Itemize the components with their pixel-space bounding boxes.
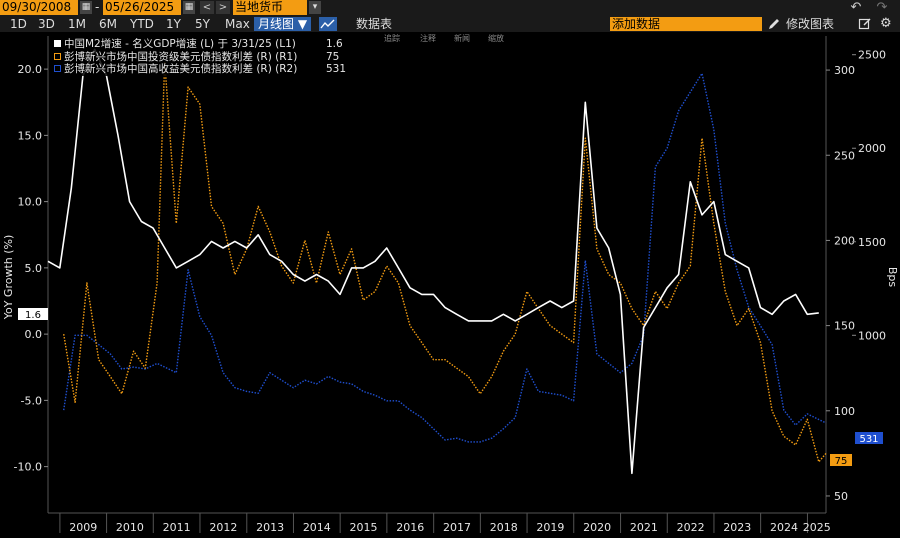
x-tick-label: 2014 [303,521,331,534]
series-line-ig-spread [63,60,827,463]
range-toolbar: 1D 3D 1M 6M YTD 1Y 5Y Max 月线图 ▼ 数据表 添加数据… [0,16,900,32]
x-tick-label: 2023 [723,521,751,534]
add-data-input[interactable]: 添加数据 [610,17,762,31]
left-tick-label: 20.0 [18,63,43,76]
redo-icon[interactable]: ↷ [876,0,888,15]
left-tick-label: 10.0 [18,196,43,209]
x-tick-label: 2010 [116,521,144,534]
left-axis-title: YoY Growth (%) [2,235,15,321]
x-tick-label: 2021 [630,521,658,534]
right-y-axis-r2: 2500 2000 1500 1000 [852,49,886,342]
left-tick-label: 5.0 [25,262,43,275]
range-button-1m[interactable]: 1M [68,17,86,31]
marker-ig: 75 [830,454,852,467]
data-table-button[interactable]: 数据表 [356,17,393,31]
r2-tick-label: 1000 [858,329,886,342]
range-button-ytd[interactable]: YTD [130,17,154,31]
news-tool[interactable]: 新闻 [454,33,470,43]
legend-value-m2: 1.6 [326,38,343,50]
edit-icon[interactable] [858,17,872,31]
x-tick-label: 2017 [443,521,471,534]
chevron-left-icon[interactable]: < [200,1,214,14]
x-tick-label: 2020 [583,521,611,534]
range-button-6m[interactable]: 6M [99,17,117,31]
x-tick-label: 2012 [209,521,237,534]
annotation-tools: 追踪 注释 新闻 缩放 [384,33,504,43]
right-y-axis-r1: 300 250 200 150 100 50 [826,64,855,503]
calendar-icon[interactable]: ▦ [80,1,92,14]
left-tick-label: -10.0 [14,461,42,474]
x-tick-label: 2015 [350,521,378,534]
r1-tick-label: 50 [834,490,848,503]
pencil-icon[interactable] [767,17,781,31]
marker-ig-value: 75 [835,456,848,467]
edit-chart-button[interactable]: 修改图表 [786,17,835,31]
range-button-max[interactable]: Max [225,17,250,31]
calendar-icon[interactable]: ▦ [183,1,195,14]
top-toolbar: 09/30/2008 ▦ - 05/26/2025 ▦ < > 当地货币 ▾ ↶… [0,0,900,16]
legend-label-ig: 彭博新兴市场中国投资级美元债指数利差 (R) (R1) [64,50,297,63]
series-line-hy-spread [63,72,827,443]
security-field[interactable]: 当地货币 [233,0,307,15]
chart-type-dropdown[interactable]: 月线图 ▼ [254,17,312,31]
left-tick-label: 0.0 [25,328,43,341]
r1-tick-label: 300 [834,64,855,77]
gear-icon[interactable]: ⚙ [880,16,892,31]
r2-tick-label: 1500 [858,236,886,249]
x-tick-label: 2016 [396,521,424,534]
left-y-axis: 20.0 15.0 10.0 5.0 0.0 -5.0 -10.0 [14,63,48,474]
x-axis: 2009 2010 2011 2012 2013 2014 2015 2016 2017 2018… [59,513,831,534]
legend: 中国M2增速 - 名义GDP增速 (L) 于 3/31/25 (L1) 1.6 … [50,36,352,76]
x-tick-label: 2018 [490,521,518,534]
legend-label-hy: 彭博新兴市场中国高收益美元债指数利差 (R) (R2) [64,62,297,75]
range-button-1d[interactable]: 1D [10,17,27,31]
legend-swatch-m2 [54,40,61,47]
marker-m2: 1.6 [18,308,48,321]
right-axis-title: Bps [886,267,899,288]
marker-hy: 531 [855,432,883,445]
legend-swatch-ig [54,53,61,60]
x-tick-label: 2011 [163,521,191,534]
chart-canvas[interactable]: 2009 2010 2011 2012 2013 2014 2015 2016 2017 2018… [0,32,900,538]
marker-m2-value: 1.6 [25,310,41,321]
x-tick-label: 2024 [770,521,798,534]
date-separator: - [95,0,100,14]
end-date-field[interactable]: 05/26/2025 [103,0,181,15]
r2-tick-label: 2500 [858,49,886,62]
legend-value-hy: 531 [326,63,346,75]
chevron-right-icon[interactable]: > [216,1,230,14]
legend-swatch-hy [54,65,61,72]
range-button-3d[interactable]: 3D [38,17,55,31]
range-button-1y[interactable]: 1Y [166,17,181,31]
track-tool[interactable]: 追踪 [384,33,400,43]
zoom-tool[interactable]: 缩放 [488,33,504,43]
r1-tick-label: 200 [834,234,855,247]
series-layer [47,48,827,475]
range-button-5y[interactable]: 5Y [195,17,210,31]
legend-value-ig: 75 [326,51,339,63]
series-line-m2-gdp [47,48,819,475]
marker-hy-value: 531 [859,434,878,445]
r1-tick-label: 100 [834,405,855,418]
chevron-down-icon[interactable]: ▾ [309,1,321,14]
left-tick-label: 15.0 [18,129,43,142]
x-tick-label: 2019 [536,521,564,534]
x-tick-label: 2013 [256,521,284,534]
r2-tick-label: 2000 [858,142,886,155]
r1-tick-label: 250 [834,149,855,162]
x-tick-label: 2009 [69,521,97,534]
line-chart-icon[interactable] [319,17,337,31]
x-tick-label: 2025 [803,521,831,534]
start-date-field[interactable]: 09/30/2008 [0,0,78,15]
r1-tick-label: 150 [834,320,855,333]
undo-icon[interactable]: ↶ [850,0,862,15]
legend-label-m2: 中国M2增速 - 名义GDP增速 (L) 于 3/31/25 (L1) [64,37,296,50]
annotate-tool[interactable]: 注释 [420,33,436,43]
x-tick-label: 2022 [677,521,705,534]
left-tick-label: -5.0 [21,394,42,407]
